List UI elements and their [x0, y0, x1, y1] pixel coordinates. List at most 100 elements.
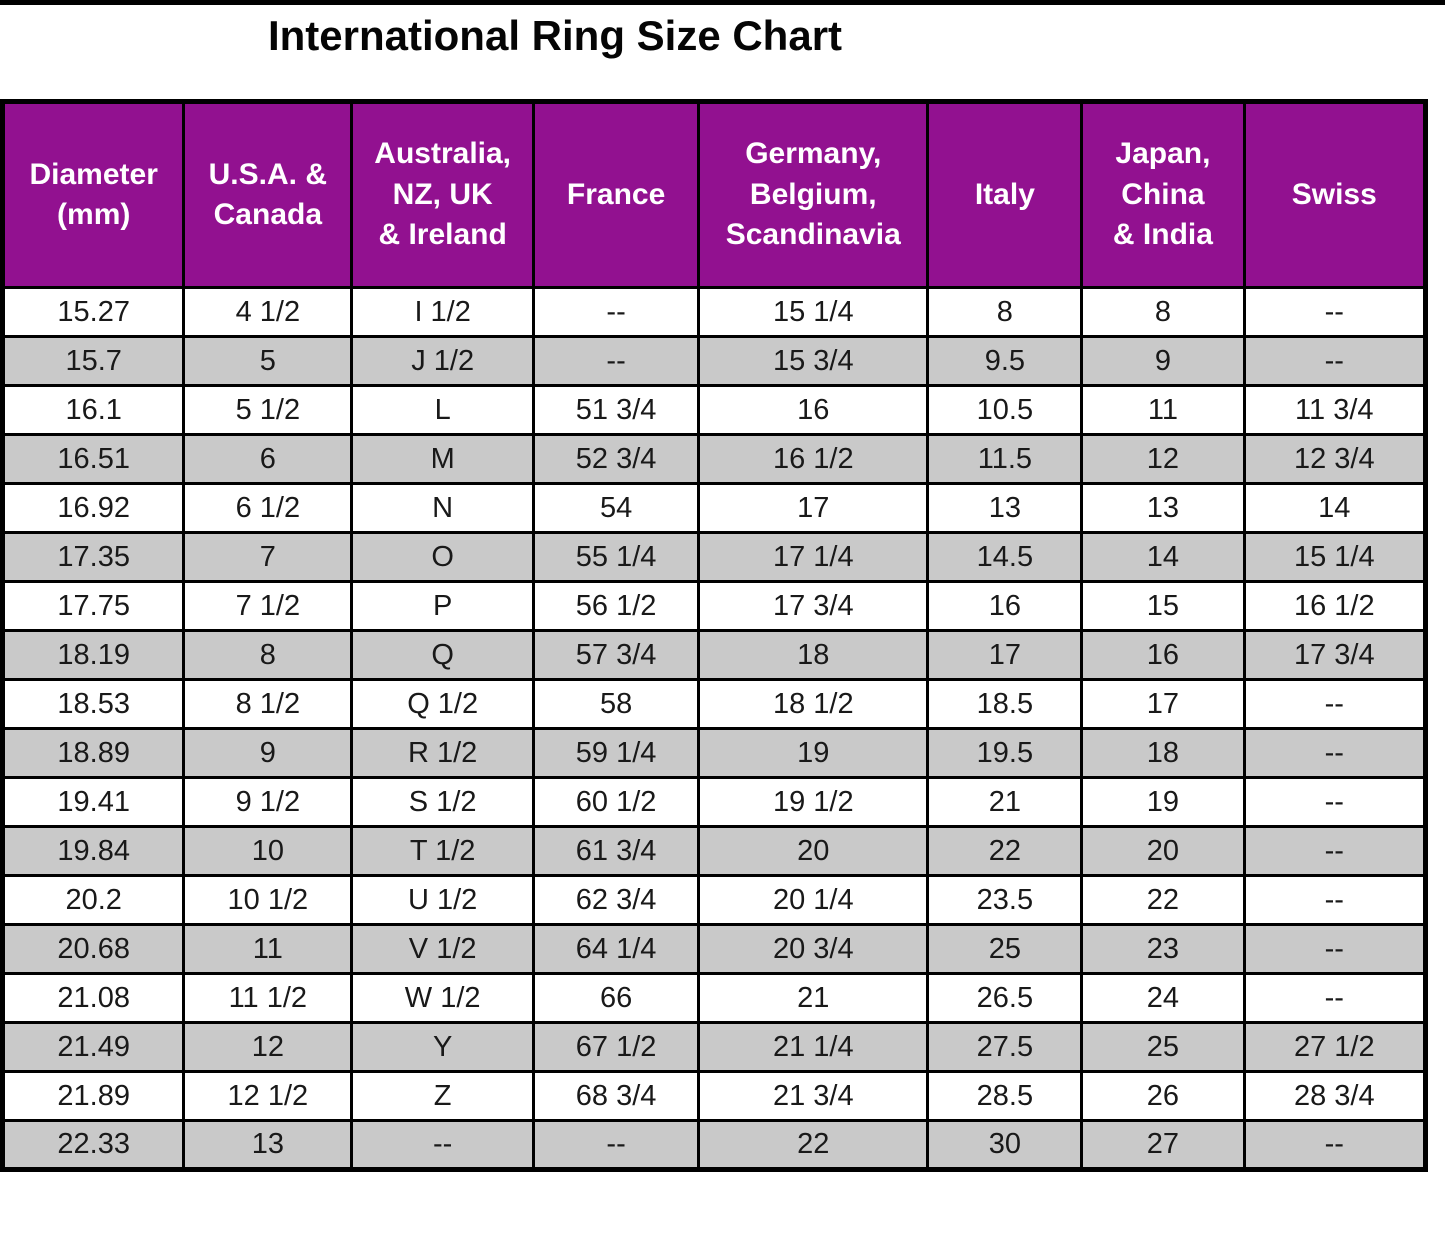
- page-title: International Ring Size Chart: [267, 12, 843, 59]
- table-cell: 11 1/2: [182, 972, 354, 1025]
- table-cell: 8 1/2: [182, 678, 354, 731]
- table-cell: 21: [697, 972, 930, 1025]
- table-cell: 16: [697, 384, 930, 437]
- table-cell: 8: [182, 629, 354, 682]
- table-cell: 14: [1080, 531, 1246, 584]
- table-cell: 7 1/2: [182, 580, 354, 633]
- table-cell: 62 3/4: [532, 874, 701, 927]
- table-cell: 26: [1080, 1070, 1246, 1123]
- table-cell: Y: [350, 1021, 536, 1074]
- table-cell: 19.5: [926, 727, 1084, 780]
- table-cell: 5: [182, 335, 354, 388]
- table-cell: 54: [532, 482, 701, 535]
- column-header-0: Diameter (mm): [0, 100, 186, 290]
- table-header: Diameter (mm) U.S.A. & Canada Australia, N…: [0, 100, 1428, 290]
- table-cell: I 1/2: [350, 286, 536, 339]
- table-cell: 59 1/4: [532, 727, 701, 780]
- table-cell: 18.19: [0, 629, 186, 682]
- table-cell: 23.5: [926, 874, 1084, 927]
- table-cell: 56 1/2: [532, 580, 701, 633]
- table-cell: 21.08: [0, 972, 186, 1025]
- table-cell: 23: [1080, 923, 1246, 976]
- table-cell: 18.89: [0, 727, 186, 780]
- table-cell: 68 3/4: [532, 1070, 701, 1123]
- table-cell: --: [1242, 874, 1428, 927]
- table-cell: 6: [182, 433, 354, 486]
- table-cell: 16.92: [0, 482, 186, 535]
- table-cell: P: [350, 580, 536, 633]
- table-cell: 9.5: [926, 335, 1084, 388]
- table-cell: 55 1/4: [532, 531, 701, 584]
- table-cell: 22: [1080, 874, 1246, 927]
- table-cell: 12 3/4: [1242, 433, 1428, 486]
- table-cell: 10: [182, 825, 354, 878]
- table-cell: 18: [1080, 727, 1246, 780]
- column-header-5: Italy: [926, 100, 1084, 290]
- table-cell: 16.1: [0, 384, 186, 437]
- table-cell: --: [350, 1119, 536, 1172]
- table-cell: 18.5: [926, 678, 1084, 731]
- table-cell: --: [1242, 1119, 1428, 1172]
- table-cell: --: [532, 286, 701, 339]
- table-cell: 8: [1080, 286, 1246, 339]
- table-cell: 20: [697, 825, 930, 878]
- table-cell: 25: [1080, 1021, 1246, 1074]
- table-cell: 28.5: [926, 1070, 1084, 1123]
- table-row: 18.89 9 R 1/2 59 1/4 19 19.5 18 --: [0, 727, 1428, 780]
- table-cell: --: [532, 1119, 701, 1172]
- table-cell: 51 3/4: [532, 384, 701, 437]
- table-cell: 10 1/2: [182, 874, 354, 927]
- table-cell: S 1/2: [350, 776, 536, 829]
- table-cell: 57 3/4: [532, 629, 701, 682]
- table-cell: 16 1/2: [697, 433, 930, 486]
- table-cell: 19: [697, 727, 930, 780]
- table-cell: 5 1/2: [182, 384, 354, 437]
- table-cell: 19: [1080, 776, 1246, 829]
- table-cell: 28 3/4: [1242, 1070, 1428, 1123]
- table-cell: 18: [697, 629, 930, 682]
- table-body: 15.27 4 1/2 I 1/2 -- 15 1/4 8 8 -- 15.7 5 J 1/2 -- 1…: [0, 286, 1428, 1172]
- table-row: 15.27 4 1/2 I 1/2 -- 15 1/4 8 8 --: [0, 286, 1428, 339]
- table-cell: 13: [182, 1119, 354, 1172]
- table-row: 16.51 6 M 52 3/4 16 1/2 11.5 12 12 3/4: [0, 433, 1428, 486]
- table-cell: 17.75: [0, 580, 186, 633]
- table-cell: 27.5: [926, 1021, 1084, 1074]
- column-header-6: Japan, China & India: [1080, 100, 1246, 290]
- table-row: 16.92 6 1/2 N 54 17 13 13 14: [0, 482, 1428, 535]
- table-cell: 27 1/2: [1242, 1021, 1428, 1074]
- column-header-3: France: [532, 100, 701, 290]
- table-cell: Q 1/2: [350, 678, 536, 731]
- table-cell: 17 3/4: [697, 580, 930, 633]
- table-cell: --: [1242, 286, 1428, 339]
- table-cell: W 1/2: [350, 972, 536, 1025]
- table-cell: O: [350, 531, 536, 584]
- table-cell: 15.27: [0, 286, 186, 339]
- table-cell: 17: [697, 482, 930, 535]
- table-cell: 25: [926, 923, 1084, 976]
- header-row: Diameter (mm) U.S.A. & Canada Australia, N…: [0, 100, 1428, 290]
- table-cell: 20 1/4: [697, 874, 930, 927]
- table-cell: 67 1/2: [532, 1021, 701, 1074]
- table-cell: --: [532, 335, 701, 388]
- table-cell: 22.33: [0, 1119, 186, 1172]
- table-cell: 11: [182, 923, 354, 976]
- table-cell: 15 3/4: [697, 335, 930, 388]
- table-cell: 17 3/4: [1242, 629, 1428, 682]
- table-cell: 52 3/4: [532, 433, 701, 486]
- table-cell: 30: [926, 1119, 1084, 1172]
- table-row: 20.2 10 1/2 U 1/2 62 3/4 20 1/4 23.5 22 --: [0, 874, 1428, 927]
- table-row: 21.08 11 1/2 W 1/2 66 21 26.5 24 --: [0, 972, 1428, 1025]
- table-cell: 4 1/2: [182, 286, 354, 339]
- table-cell: 61 3/4: [532, 825, 701, 878]
- table-row: 21.49 12 Y 67 1/2 21 1/4 27.5 25 27 1/2: [0, 1021, 1428, 1074]
- table-cell: 19 1/2: [697, 776, 930, 829]
- table-cell: --: [1242, 776, 1428, 829]
- table-cell: N: [350, 482, 536, 535]
- table-cell: 18.53: [0, 678, 186, 731]
- table-cell: 8: [926, 286, 1084, 339]
- table-cell: 14: [1242, 482, 1428, 535]
- table-cell: 17: [926, 629, 1084, 682]
- table-cell: 16.51: [0, 433, 186, 486]
- table-cell: 13: [1080, 482, 1246, 535]
- table-cell: 58: [532, 678, 701, 731]
